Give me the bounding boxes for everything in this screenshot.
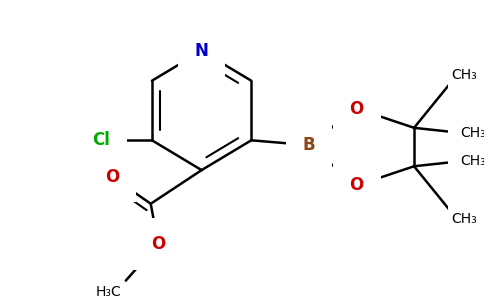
Text: Cl: Cl: [92, 131, 110, 149]
Text: CH₃: CH₃: [451, 212, 477, 226]
Text: O: O: [349, 100, 364, 118]
Text: O: O: [105, 168, 119, 186]
Text: CH₃: CH₃: [460, 154, 484, 169]
Text: N: N: [195, 42, 209, 60]
Text: CH₃: CH₃: [451, 68, 477, 82]
Text: CH₃: CH₃: [460, 126, 484, 140]
Text: O: O: [349, 176, 364, 194]
Text: H₃C: H₃C: [95, 285, 121, 299]
Text: B: B: [302, 136, 315, 154]
Text: O: O: [151, 235, 165, 253]
